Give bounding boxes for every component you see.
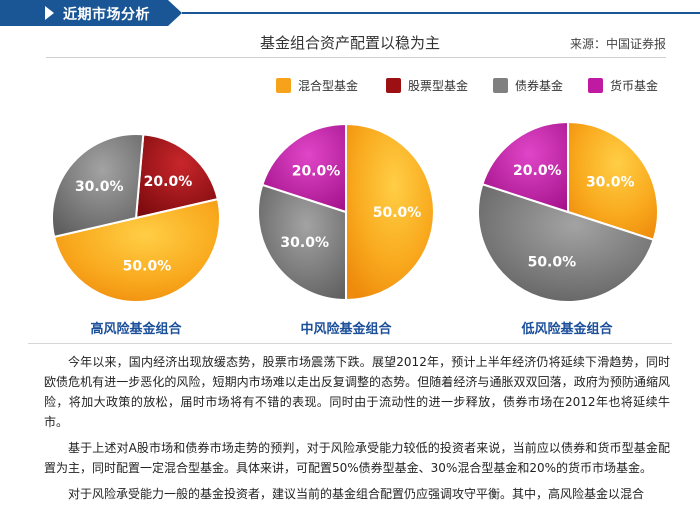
pie-slice-label: 20.0% <box>513 163 562 179</box>
legend-swatch <box>386 78 401 93</box>
pie-slice-label: 50.0% <box>373 205 422 221</box>
pie-slice <box>51 133 145 239</box>
pie-slice <box>257 183 347 302</box>
section-header-tab: 近期市场分析 <box>0 0 182 26</box>
legend-swatch <box>493 78 508 93</box>
chart-source: 来源：中国证券报 <box>569 37 666 51</box>
chart-title: 基金组合资产配置以稳为主 <box>259 34 440 52</box>
pie-slice-label: 50.0% <box>123 258 172 274</box>
legend-label: 货币基金 <box>610 79 659 93</box>
legend-item-money: 货币基金 <box>588 77 658 94</box>
pie-slice-label: 30.0% <box>75 179 124 195</box>
pie-slice <box>477 182 655 303</box>
pie-caption-mid-risk: 中风险基金组合 <box>300 322 392 337</box>
article-paragraph: 基于上述对A股市场和债券市场走势的预判，对于风险承受能力较低的投资者来说，当前应… <box>44 441 670 475</box>
legend-item-hybrid: 混合型基金 <box>276 77 358 94</box>
pie-slice-label: 30.0% <box>586 174 635 190</box>
article-body: 今年以来，国内经济出现放缓态势，股票市场震荡下跌。展望2012年，预计上半年经济… <box>44 352 670 510</box>
pie-slice <box>567 120 659 242</box>
content-divider <box>28 343 672 344</box>
pie-slice <box>261 122 347 214</box>
pie-slice-label: 20.0% <box>292 164 341 180</box>
legend-label: 债券基金 <box>515 79 564 93</box>
pie-charts: 20.0% 50.0% 30.0% 50.0% 30.0% 20.0% 30.0% 50.0%… <box>51 120 659 303</box>
section-title: 近期市场分析 <box>63 7 150 23</box>
legend-item-bond: 债券基金 <box>493 77 563 94</box>
chart-legend: 混合型基金 股票型基金 债券基金 货币基金 <box>0 77 700 95</box>
pie-slice <box>52 197 221 303</box>
title-divider <box>46 57 666 58</box>
pie-slice-label: 50.0% <box>528 255 577 271</box>
pie-caption-low-risk: 低风险基金组合 <box>521 322 613 337</box>
legend-swatch <box>588 78 603 93</box>
article-paragraph: 对于风险承受能力一般的基金投资者，建议当前的基金组合配置仍应强调攻守平衡。其中，… <box>68 487 645 501</box>
article-paragraph: 今年以来，国内经济出现放缓态势，股票市场震荡下跌。展望2012年，预计上半年经济… <box>44 355 670 429</box>
legend-swatch <box>276 78 291 93</box>
legend-item-stock: 股票型基金 <box>386 77 468 94</box>
pie-slice-label: 20.0% <box>144 174 193 190</box>
legend-label: 股票型基金 <box>408 79 469 93</box>
header-rule <box>182 12 700 14</box>
pie-caption-high-risk: 高风险基金组合 <box>90 322 182 337</box>
pie-slice <box>481 120 569 214</box>
arrow-right-icon <box>45 6 54 20</box>
pie-slice-label: 30.0% <box>280 235 329 251</box>
pie-slice <box>134 133 220 220</box>
legend-label: 混合型基金 <box>298 79 359 93</box>
pie-slice <box>345 122 435 302</box>
